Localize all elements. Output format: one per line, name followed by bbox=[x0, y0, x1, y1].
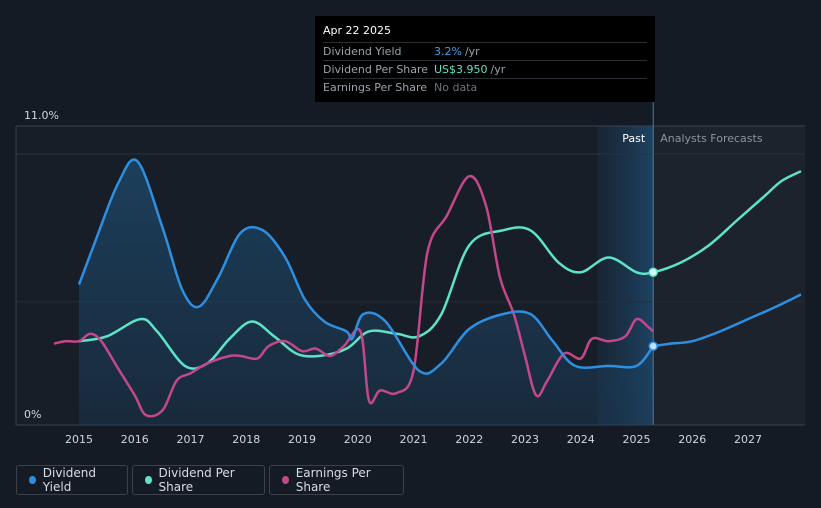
legend-dividend-yield[interactable]: Dividend Yield bbox=[16, 465, 128, 495]
earnings-per-share-line bbox=[53, 174, 655, 418]
past-label: Past bbox=[622, 132, 646, 145]
tooltip-label: Earnings Per Share bbox=[323, 81, 428, 94]
legend-label: Earnings Per Share bbox=[295, 466, 371, 494]
x-tick-label: 2019 bbox=[288, 433, 316, 446]
tooltip-row-dividend-yield: Dividend Yield 3.2% /yr bbox=[323, 42, 647, 60]
x-tick-label: 2017 bbox=[177, 433, 205, 446]
tooltip-value: No data bbox=[434, 81, 478, 94]
tooltip-value: 3.2% bbox=[434, 45, 462, 58]
tooltip-label: Dividend Per Share bbox=[323, 63, 429, 76]
legend-dividend-per-share[interactable]: Dividend Per Share bbox=[132, 465, 265, 495]
x-tick-label: 2025 bbox=[623, 433, 651, 446]
x-tick-label: 2023 bbox=[511, 433, 539, 446]
legend-dot-icon bbox=[145, 476, 152, 484]
x-tick-label: 2027 bbox=[734, 433, 762, 446]
tooltip: Apr 22 2025 Dividend Yield 3.2% /yr Divi… bbox=[315, 16, 655, 102]
x-tick-label: 2022 bbox=[455, 433, 483, 446]
tooltip-label: Dividend Yield bbox=[323, 45, 402, 58]
x-tick-label: 2015 bbox=[65, 433, 93, 446]
tooltip-unit: /yr bbox=[490, 63, 506, 76]
legend-dot-icon bbox=[282, 476, 289, 484]
legend-earnings-per-share[interactable]: Earnings Per Share bbox=[269, 465, 404, 495]
forecast-label: Analysts Forecasts bbox=[660, 132, 763, 145]
legend-label: Dividend Per Share bbox=[158, 466, 235, 494]
tooltip-value: US$3.950 bbox=[434, 63, 488, 76]
legend-label: Dividend Yield bbox=[42, 466, 96, 494]
y-axis-top-label: 11.0% bbox=[24, 109, 59, 122]
x-tick-label: 2016 bbox=[121, 433, 149, 446]
forecast-region bbox=[653, 126, 805, 425]
tooltip-date: Apr 22 2025 bbox=[323, 24, 392, 37]
tooltip-row-dividend-per-share: Dividend Per Share US$3.950 /yr bbox=[323, 60, 647, 78]
x-tick-label: 2024 bbox=[567, 433, 595, 446]
y-axis-bottom-label: 0% bbox=[24, 408, 41, 421]
tooltip-row-earnings-per-share: Earnings Per Share No data bbox=[323, 78, 647, 96]
dividend-yield-marker bbox=[648, 341, 658, 351]
dividend-yield-forecast-line bbox=[653, 293, 802, 348]
x-tick-label: 2026 bbox=[678, 433, 706, 446]
tooltip-unit: /yr bbox=[464, 45, 480, 58]
dividend-yield-line bbox=[77, 158, 655, 375]
x-tick-label: 2020 bbox=[344, 433, 372, 446]
x-tick-label: 2018 bbox=[232, 433, 260, 446]
dividend-per-share-marker bbox=[648, 267, 658, 278]
x-tick-label: 2021 bbox=[400, 433, 428, 446]
legend-dot-icon bbox=[29, 476, 36, 484]
